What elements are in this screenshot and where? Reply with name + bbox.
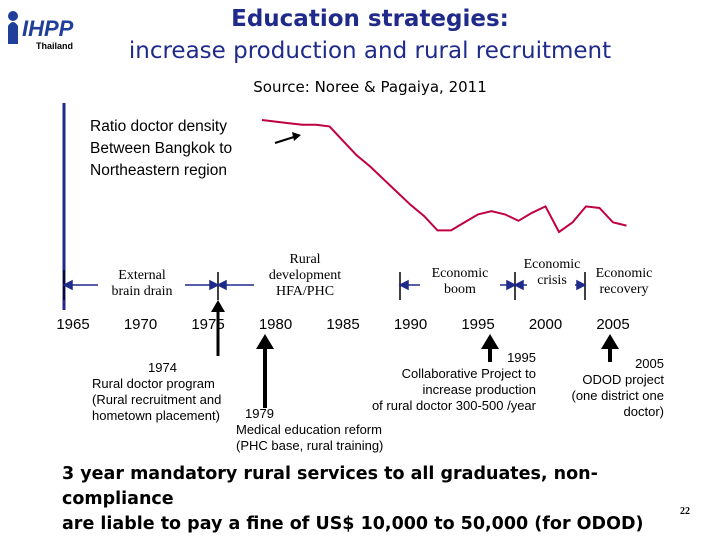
x-tick-label: 1970 (123, 316, 158, 333)
era-economic-recovery: Economic recovery (586, 266, 662, 298)
x-tick-label: 1995 (461, 316, 495, 333)
x-tick-label: 1980 (258, 316, 293, 333)
era-economic-boom: Economic boom (420, 266, 500, 298)
event-line: Collaborative Project to (401, 366, 536, 381)
logo-sub: Thailand (36, 41, 73, 51)
event-line: ODOD project (582, 372, 664, 387)
page-subtitle: increase production and rural recruitmen… (128, 38, 612, 64)
era-line: development (268, 268, 342, 283)
event-1995: 1995 Collaborative Project to increase p… (340, 350, 536, 414)
era-line: Rural (289, 252, 321, 267)
era-line: crisis (537, 273, 567, 288)
footer-line: are liable to pay a fine of US$ 10,000 t… (62, 514, 644, 534)
source-note: Source: Noree & Pagaiya, 2011 (253, 78, 487, 96)
event-line: 1974 (148, 360, 177, 375)
event-line: doctor) (623, 404, 664, 419)
event-line: 1995 (507, 350, 536, 365)
event-line: hometown placement) (92, 408, 220, 423)
event-line: 2005 (635, 356, 664, 371)
era-markers (63, 270, 586, 300)
page-number: 22 (680, 506, 690, 517)
event-arrows (211, 300, 619, 408)
era-line: Economic (595, 266, 653, 281)
era-line: Economic (431, 266, 489, 281)
event-line: Medical education reform (236, 422, 382, 437)
era-line: boom (444, 282, 476, 297)
event-1974: 1974 Rural doctor program (Rural recruit… (92, 360, 232, 424)
era-line: recovery (599, 282, 649, 297)
chart-title-line: Between Bangkok to (90, 140, 233, 157)
event-1979-year: 1979 (245, 406, 274, 421)
event-line: (Rural recruitment and (92, 392, 222, 407)
era-rural-development: Rural development HFA/PHC (250, 252, 360, 300)
x-tick-label: 2005 (596, 316, 630, 333)
x-tick-label: 1990 (393, 316, 428, 333)
logo-text: IHPP (22, 16, 74, 41)
event-line: (PHC base, rural training) (236, 438, 384, 453)
era-arrows (62, 279, 587, 291)
event-line: of rural doctor 300-500 /year (371, 398, 536, 413)
page-title: Education strategies: (231, 6, 509, 32)
event-line: increase production (422, 382, 536, 397)
ihpp-logo: IHPP Thailand (4, 4, 84, 52)
footer-note: 3 year mandatory rural services to all g… (62, 462, 682, 537)
event-line: Rural doctor program (92, 376, 215, 391)
era-line: brain drain (111, 284, 173, 299)
era-line: HFA/PHC (275, 284, 335, 299)
x-tick-label: 1975 (191, 316, 225, 333)
label-pointer-head (292, 132, 301, 141)
era-brain-drain: External brain drain (92, 268, 192, 300)
series-line (261, 119, 627, 234)
era-economic-crisis: Economic crisis (512, 257, 592, 289)
chart-title-line: Ratio doctor density (90, 118, 227, 135)
era-line: External (118, 268, 166, 283)
event-1979: Medical education reform (PHC base, rura… (236, 422, 436, 454)
footer-line: 3 year mandatory rural services to all g… (62, 464, 598, 509)
x-tick-label: 1985 (326, 316, 360, 333)
era-line: Economic (523, 257, 581, 272)
event-2005: 2005 ODOD project (one district one doct… (556, 356, 665, 420)
event-line: (one district one (571, 388, 665, 403)
density-series (261, 119, 627, 234)
x-tick-label: 1965 (56, 316, 90, 333)
chart-title: Ratio doctor density Between Bangkok to … (90, 116, 232, 182)
chart-title-line: Northeastern region (90, 162, 227, 179)
x-tick-label: 2000 (528, 316, 563, 333)
